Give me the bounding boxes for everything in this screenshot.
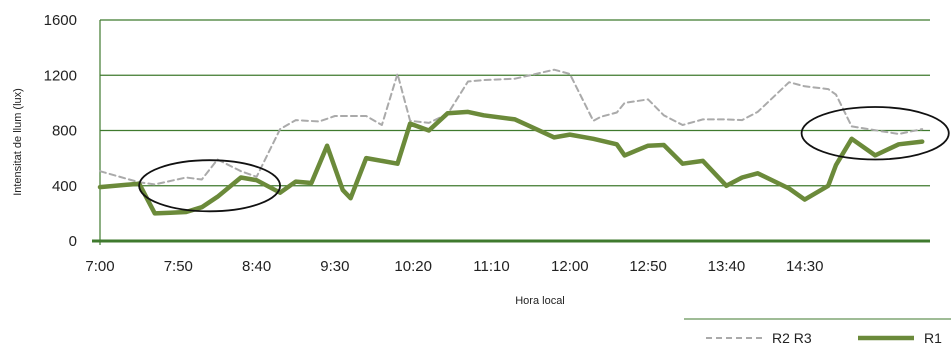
- grid-lines: [100, 19, 930, 187]
- x-tick-label: 12:50: [629, 258, 667, 275]
- y-tick-label: 400: [52, 178, 77, 195]
- annotation-ellipse: [138, 159, 281, 213]
- x-tick-label: 14:30: [786, 258, 824, 275]
- x-tick-label: 9:30: [320, 258, 349, 275]
- series-lines: [97, 68, 925, 216]
- annotation-ellipses: [138, 106, 950, 213]
- annotation-ellipse: [800, 106, 950, 161]
- series-line-r1: [97, 109, 925, 216]
- axes: [92, 20, 930, 245]
- x-tick-label: 7:00: [85, 258, 114, 275]
- y-tick-label: 800: [52, 123, 77, 140]
- x-axis-title: Hora local: [515, 295, 565, 307]
- y-tick-labels: 0 400 800 1200 1600: [44, 12, 77, 250]
- y-tick-label: 1600: [44, 12, 77, 29]
- legend-label-r1: R1: [924, 330, 942, 346]
- x-tick-label: 7:50: [164, 258, 193, 275]
- x-tick-label: 11:10: [473, 258, 509, 275]
- x-tick-labels: 7:00 7:50 8:40 9:30 10:20 11:10 12:00 12:50 13:4…: [85, 258, 823, 275]
- x-tick-label: 10:20: [394, 258, 432, 275]
- y-tick-label: 1200: [44, 67, 77, 84]
- x-tick-label: 13:40: [708, 258, 746, 275]
- series-line-r2-r3: [99, 68, 924, 186]
- x-tick-label: 12:00: [551, 258, 589, 275]
- legend: R2 R3 R1: [684, 318, 951, 346]
- x-tick-label: 8:40: [242, 258, 271, 275]
- y-tick-label: 0: [69, 233, 77, 250]
- legend-label-r2-r3: R2 R3: [772, 330, 812, 346]
- y-axis-title: Intensitat de llum (lux): [12, 88, 24, 196]
